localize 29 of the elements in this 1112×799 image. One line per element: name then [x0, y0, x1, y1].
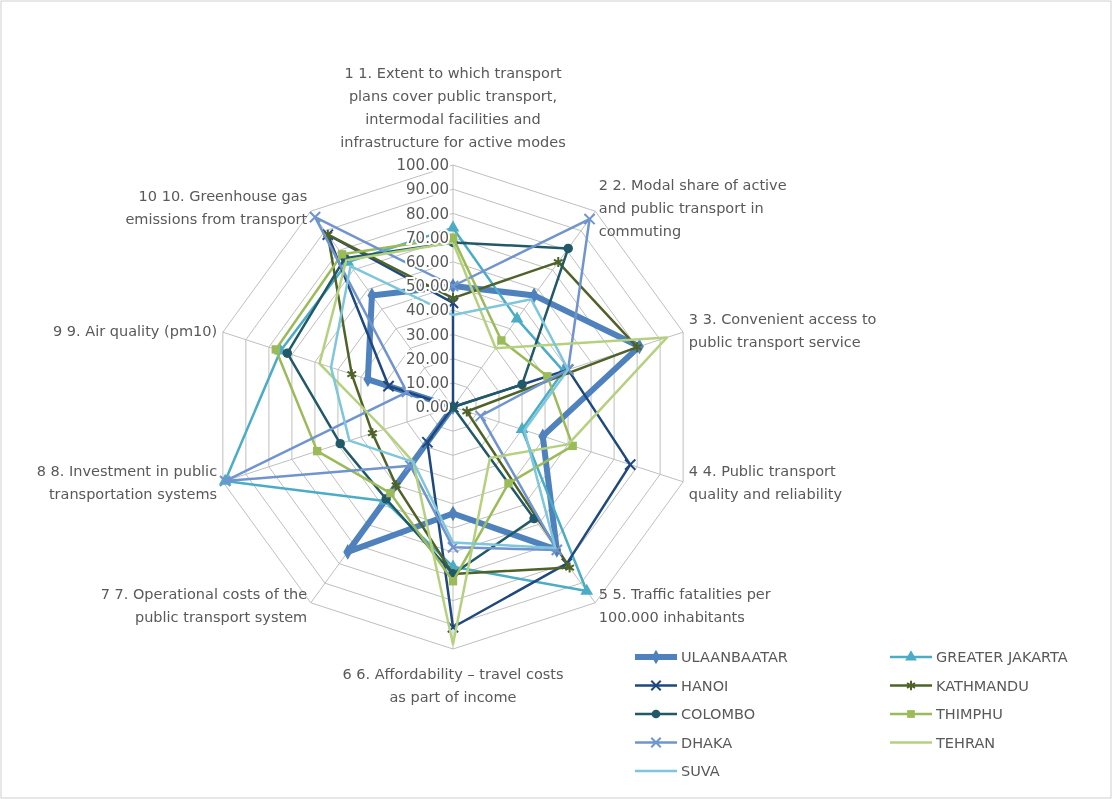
y-tick-label: 0.00 — [415, 398, 449, 417]
legend-label: COLOMBO — [681, 706, 756, 723]
legend-label: DHAKA — [681, 734, 733, 751]
legend-label: THIMPHU — [935, 706, 1003, 723]
y-tick-label: 100.00 — [396, 156, 449, 175]
spoke-label: 9 9. Air quality (pm10) — [53, 322, 218, 339]
y-tick-label: 30.00 — [406, 325, 449, 344]
legend-label: SUVA — [681, 763, 720, 780]
y-tick-label: 80.00 — [406, 204, 449, 223]
y-tick-label: 40.00 — [406, 301, 449, 320]
legend-label: GREATER JAKARTA — [936, 649, 1068, 666]
spoke-label: 2 2. Modal share of active and public transport in commuting — [598, 176, 787, 239]
legend-label: TEHRAN — [935, 734, 996, 751]
y-tick-label: 20.00 — [406, 349, 449, 368]
spoke-label: 8 8. Investment in public transportation systems — [36, 463, 218, 503]
legend-label: ULAANBAATAR — [681, 649, 788, 666]
spoke-label: 7 7. Operational costs of the public transport system — [100, 586, 308, 626]
legend-label: HANOI — [681, 677, 729, 694]
spoke-label: 6 6. Affordability – travel costs as part of income — [342, 665, 564, 705]
y-tick-label: 60.00 — [406, 253, 449, 272]
spoke-label: 5 5. Traffic fatalities per 100.000 inhabitants — [598, 586, 771, 626]
y-tick-label: 90.00 — [406, 180, 449, 199]
spoke-label: 1 1. Extent to which transport plans cover public transport, intermodal facilities and infrastructure for active modes — [340, 65, 566, 151]
legend-label: KATHMANDU — [936, 677, 1029, 694]
spoke-label: 4 4. Public transport quality and reliability — [688, 463, 843, 503]
y-tick-label: 50.00 — [406, 277, 449, 296]
y-tick-label: 10.00 — [406, 374, 449, 393]
spoke-label: 10 10. Greenhouse gas emissions from transport — [125, 188, 308, 228]
spoke-label: 3 3. Convenient access to public transport service — [688, 311, 877, 351]
